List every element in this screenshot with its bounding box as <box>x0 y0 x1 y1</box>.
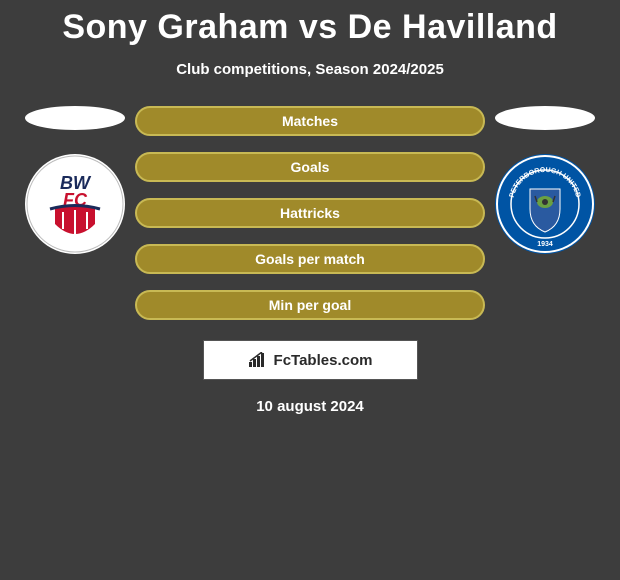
comparison-row: BW FC Matches Goals Hattricks Goals per mat… <box>0 106 620 320</box>
stat-bar: Goals <box>135 152 485 182</box>
right-player-placeholder <box>495 106 595 130</box>
brand-text: FcTables.com <box>274 352 373 369</box>
stat-bar: Min per goal <box>135 290 485 320</box>
stats-bars: Matches Goals Hattricks Goals per match Min … <box>130 106 490 320</box>
stat-bar-label: Goals <box>291 159 330 175</box>
date-text: 10 august 2024 <box>256 398 364 415</box>
stat-bar-label: Hattricks <box>280 205 340 221</box>
right-column: PETERBOROUGH UNITED 1934 <box>490 106 600 254</box>
right-club-logo: PETERBOROUGH UNITED 1934 <box>495 154 595 254</box>
subtitle: Club competitions, Season 2024/2025 <box>176 61 444 78</box>
svg-text:1934: 1934 <box>537 241 553 248</box>
brand-watermark: FcTables.com <box>203 340 418 380</box>
stat-bar-label: Matches <box>282 113 338 129</box>
left-player-placeholder <box>25 106 125 130</box>
left-club-logo: BW FC <box>25 154 125 254</box>
page-title: Sony Graham vs De Havilland <box>62 8 557 47</box>
left-column: BW FC <box>20 106 130 254</box>
stat-bar-label: Goals per match <box>255 251 365 267</box>
stat-bar: Matches <box>135 106 485 136</box>
stat-bar: Hattricks <box>135 198 485 228</box>
stat-bar: Goals per match <box>135 244 485 274</box>
chart-icon <box>248 352 268 368</box>
stat-bar-label: Min per goal <box>269 297 351 313</box>
